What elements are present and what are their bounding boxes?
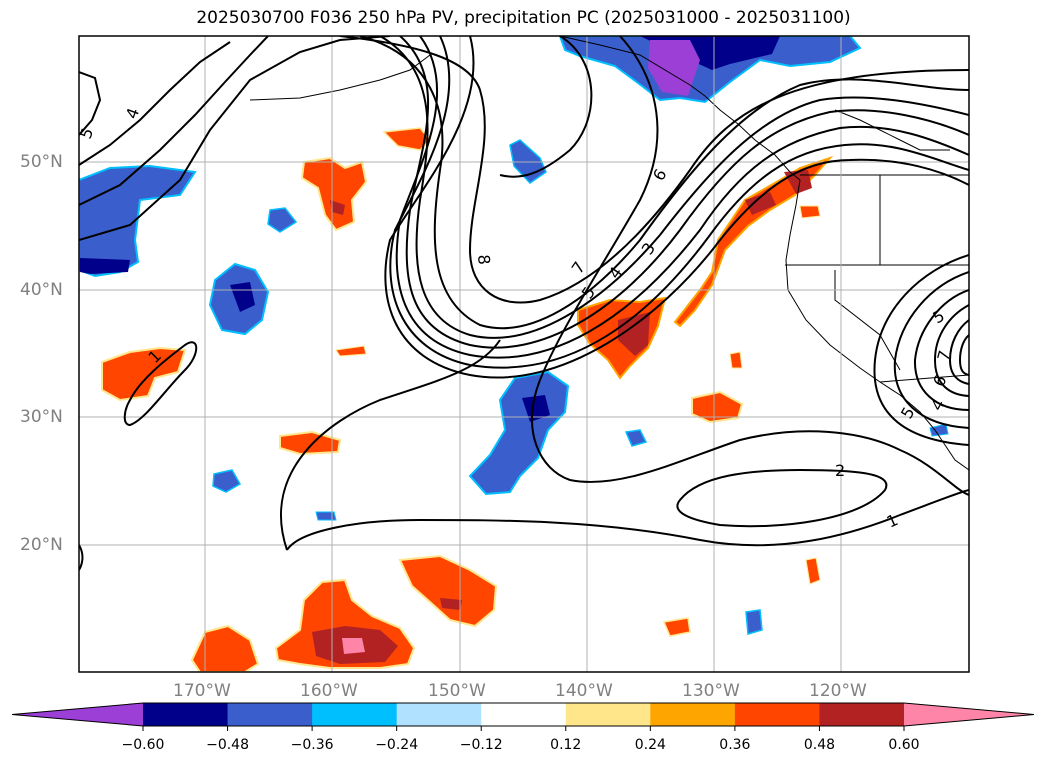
lat-label: 50°N bbox=[20, 152, 63, 172]
lon-label: 150°W bbox=[428, 681, 486, 701]
lon-label: 160°W bbox=[300, 681, 358, 701]
colorbar-tick-label: −0.24 bbox=[375, 737, 419, 753]
colorbar-extend-low bbox=[12, 703, 143, 726]
lon-label: 120°W bbox=[809, 681, 867, 701]
colorbar-tick-label: −0.12 bbox=[459, 737, 503, 753]
colorbar-segment bbox=[312, 703, 398, 726]
lon-label: 170°W bbox=[173, 681, 231, 701]
contour-label: 8 bbox=[474, 254, 494, 266]
colorbar-segment bbox=[819, 703, 905, 726]
colorbar-tick-label: 0.36 bbox=[719, 737, 751, 753]
colorbar-segment bbox=[481, 703, 567, 726]
contour-label: 2 bbox=[835, 461, 845, 480]
lat-label: 40°N bbox=[20, 280, 63, 300]
colorbar-tick-label: 0.60 bbox=[888, 737, 920, 753]
pv-contours bbox=[79, 36, 969, 571]
lon-label: 140°W bbox=[555, 681, 613, 701]
colorbar-segment bbox=[396, 703, 482, 726]
colorbar-tick-label: 0.24 bbox=[634, 737, 666, 753]
map-background bbox=[79, 36, 969, 672]
colorbar-segment bbox=[650, 703, 736, 726]
colorbar-segment bbox=[565, 703, 651, 726]
colorbar-tick-label: −0.36 bbox=[290, 737, 334, 753]
colorbar-extend-high bbox=[904, 703, 1034, 726]
colorbar bbox=[11, 702, 1035, 731]
colorbar-segment bbox=[143, 703, 229, 726]
colorbar-segment bbox=[227, 703, 313, 726]
colorbar-tick-label: −0.60 bbox=[121, 737, 165, 753]
map-frame bbox=[78, 35, 970, 673]
colorbar-tick-label: −0.48 bbox=[206, 737, 249, 753]
map-title: 2025030700 F036 250 hPa PV, precipitatio… bbox=[196, 8, 851, 28]
map-content: 4 5 8 6 7 4 3 5 1 2 1 5 7 6 4 5 bbox=[79, 36, 969, 672]
lat-label: 30°N bbox=[20, 407, 63, 427]
lat-label: 20°N bbox=[20, 535, 63, 555]
contour-label: 7 bbox=[934, 348, 955, 363]
gridlines bbox=[79, 36, 969, 672]
lon-label: 130°W bbox=[682, 681, 740, 701]
colorbar-tick-label: 0.12 bbox=[550, 737, 582, 753]
colorbar-segment bbox=[734, 703, 820, 726]
colorbar-tick-label: 0.48 bbox=[803, 737, 836, 753]
